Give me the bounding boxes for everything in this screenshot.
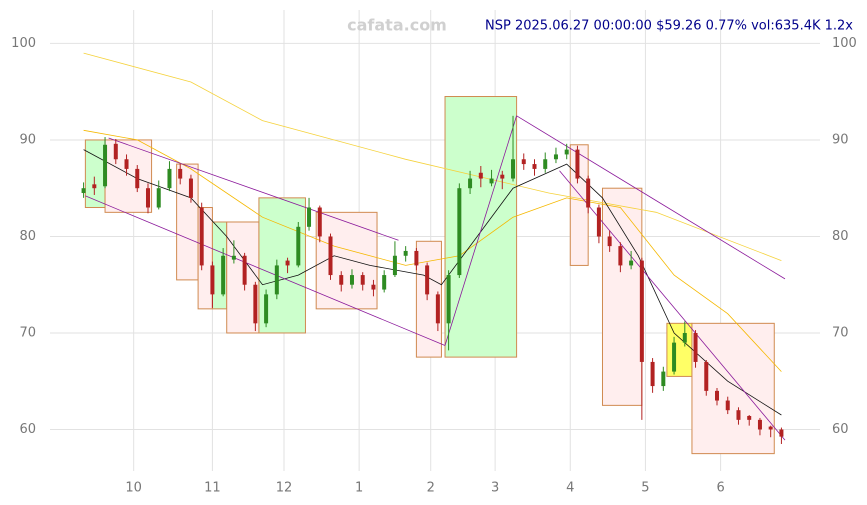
candle-body [360, 275, 365, 285]
candle-body [511, 159, 516, 179]
candle-body [199, 207, 204, 266]
candle-body [468, 178, 473, 189]
candle-body [682, 332, 687, 343]
candle-body [103, 144, 108, 187]
candle-body [521, 159, 526, 165]
x-tick-label: 1 [355, 481, 363, 496]
candle-body [167, 168, 172, 189]
chart-title: NSP 2025.06.27 00:00:00 $59.26 0.77% vol… [485, 19, 853, 34]
moving-average [83, 52, 782, 261]
candle-body [564, 149, 569, 155]
trend-line [516, 115, 786, 280]
candle-body [639, 260, 644, 362]
candle-body [575, 149, 580, 179]
candle-body [586, 178, 591, 208]
y-tick-label-right: 60 [832, 422, 849, 437]
candle-body [92, 184, 97, 189]
candle-body [661, 371, 666, 387]
candle-body [328, 236, 333, 276]
candle-body [349, 275, 354, 285]
candle-body [382, 275, 387, 290]
candle-body [414, 250, 419, 266]
candle-body [113, 143, 118, 160]
y-tick-label-right: 80 [832, 229, 849, 244]
candle-body [156, 188, 161, 208]
candle-body [392, 255, 397, 276]
candle-body [178, 168, 183, 179]
candle-body [747, 415, 752, 420]
candle-body [478, 172, 483, 179]
candle-body [307, 207, 312, 227]
candle-body [317, 207, 322, 237]
x-tick-label: 5 [641, 481, 649, 496]
trend-line [108, 137, 399, 241]
candle-body [489, 178, 494, 184]
x-tick-label: 6 [716, 481, 724, 496]
candle-body [779, 429, 784, 437]
candle-body [403, 250, 408, 256]
candle-body [532, 164, 537, 169]
moving-average [83, 149, 782, 416]
candle-body [553, 154, 558, 160]
x-tick-label: 11 [204, 481, 221, 496]
trend-line [444, 115, 517, 346]
candle-body [596, 207, 601, 237]
candle-body [715, 390, 720, 401]
candle-body [285, 260, 290, 266]
candle-body [210, 265, 215, 295]
candle-body [253, 284, 258, 324]
y-tick-label-right: 100 [832, 36, 857, 51]
y-tick-label: 70 [19, 325, 36, 340]
candle-body [425, 265, 430, 295]
candle-body [339, 275, 344, 285]
x-tick-label: 12 [276, 481, 293, 496]
candle-body [135, 168, 140, 189]
candle-body [188, 178, 193, 198]
candle-body [457, 188, 462, 276]
y-tick-label: 60 [19, 422, 36, 437]
candle-body [607, 236, 612, 247]
y-tick-label-right: 70 [832, 325, 849, 340]
candle-body [693, 332, 698, 362]
y-tick-label: 90 [19, 132, 36, 147]
candle-body [435, 294, 440, 324]
y-tick-label-right: 90 [832, 132, 849, 147]
candle-body [231, 255, 236, 260]
candle-body [145, 188, 150, 208]
candle-body [704, 361, 709, 391]
candle-body [768, 426, 773, 430]
candle-body [242, 255, 247, 285]
candle-body [543, 159, 548, 169]
candle-body [371, 284, 376, 290]
y-tick-label: 80 [19, 229, 36, 244]
candle-body [274, 265, 279, 295]
x-tick-label: 2 [427, 481, 435, 496]
trend-line [85, 195, 446, 346]
watermark: cafata.com [347, 16, 447, 35]
trend-line [559, 170, 786, 441]
candle-body [124, 159, 129, 169]
x-tick-label: 4 [566, 481, 574, 496]
candle-body [629, 260, 634, 266]
candle-body [725, 400, 730, 411]
candle-body [618, 246, 623, 266]
candle-body [757, 419, 762, 430]
candle-body [736, 410, 741, 420]
candle-body [264, 294, 269, 324]
candle-body [446, 275, 451, 324]
candle-body [81, 188, 86, 194]
range-box [444, 96, 518, 358]
candle-body [672, 342, 677, 372]
y-tick-label: 100 [11, 36, 36, 51]
candle-body [221, 255, 226, 295]
candle-body [296, 226, 301, 266]
range-box [666, 322, 693, 377]
x-tick-label: 10 [125, 481, 142, 496]
candle-body [650, 361, 655, 387]
range-box [315, 211, 378, 310]
x-tick-label: 3 [491, 481, 499, 496]
range-box [601, 187, 643, 406]
candle-body [500, 174, 505, 179]
